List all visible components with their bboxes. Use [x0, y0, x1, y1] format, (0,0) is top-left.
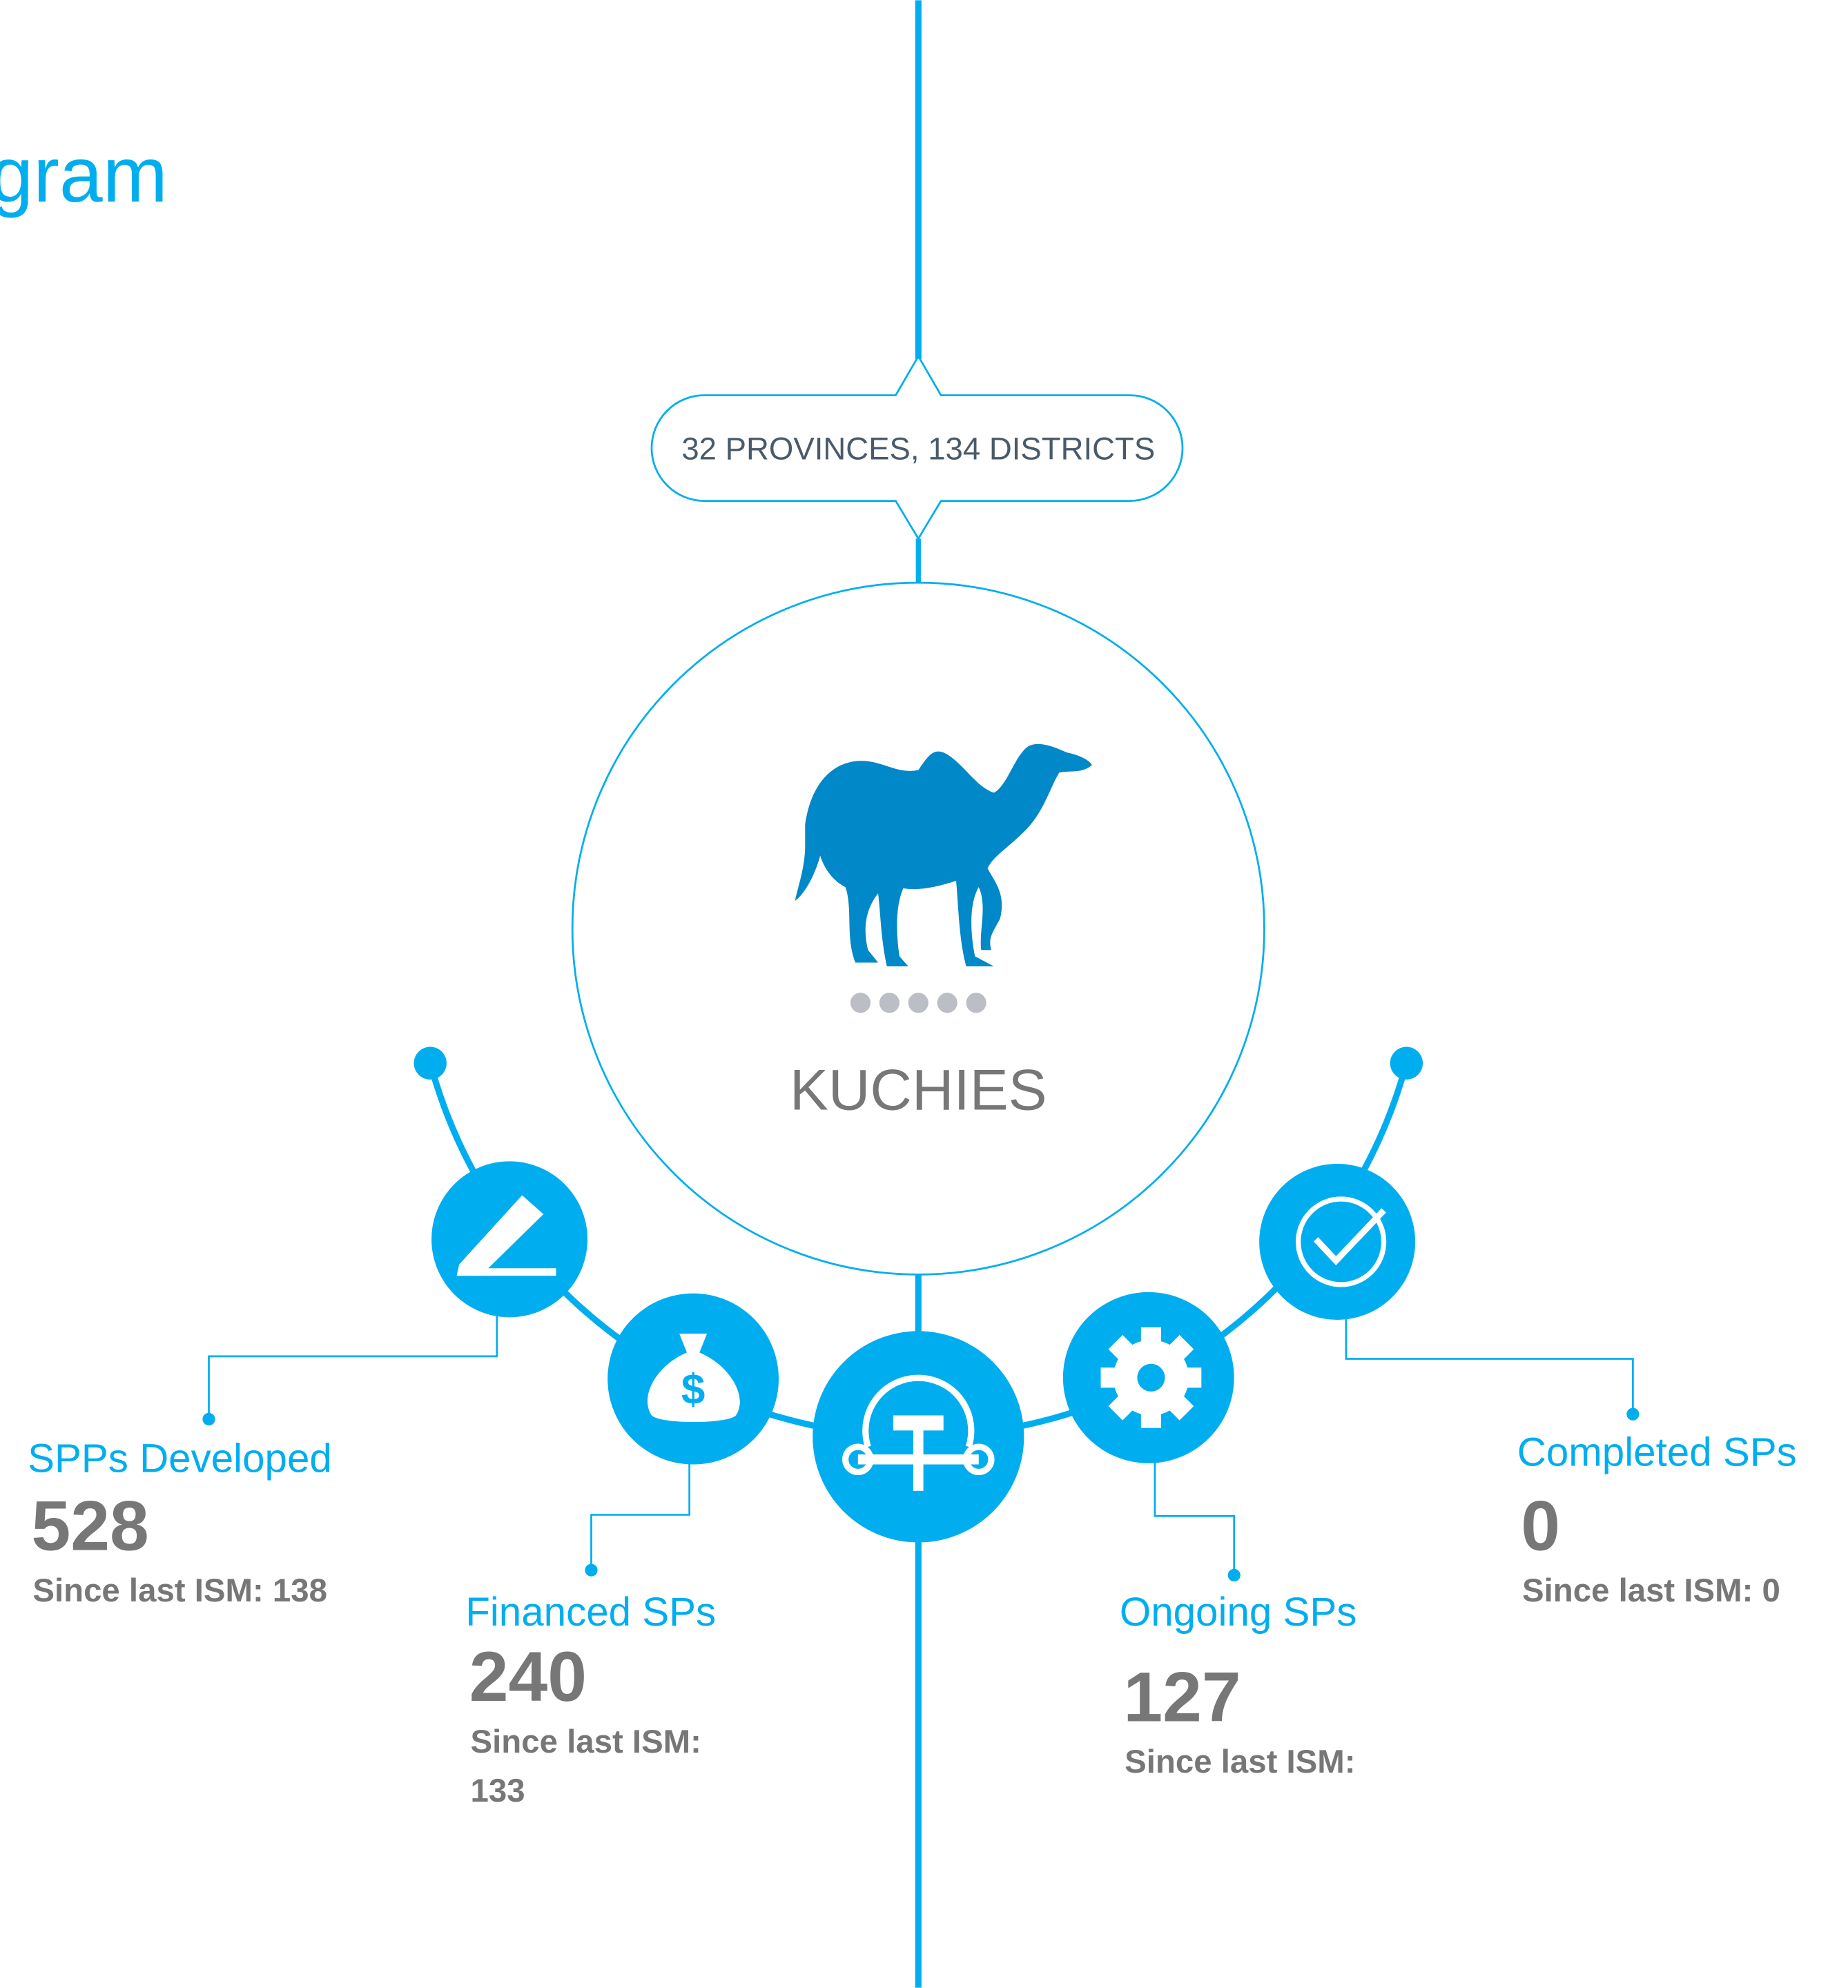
arc-end [414, 1047, 447, 1080]
stat-since: Since last ISM: [471, 1724, 701, 1760]
stat-value: 0 [1521, 1486, 1560, 1565]
camel-icon [795, 744, 1092, 966]
stat-value: 528 [32, 1486, 149, 1565]
stat-value: 127 [1123, 1657, 1241, 1736]
stat-label: Ongoing SPs [1120, 1590, 1357, 1635]
stat-label: Financed SPs [465, 1590, 716, 1635]
title-fragment: gram [0, 131, 168, 218]
stat-since: Since last ISM: 0 [1522, 1572, 1780, 1609]
check-icon [1259, 1164, 1415, 1320]
stat-value: 240 [469, 1637, 587, 1716]
stat-since: Since last ISM: 138 [32, 1572, 327, 1609]
stat-since: Since last ISM: [1125, 1744, 1355, 1780]
pager-dots [850, 993, 986, 1013]
stat-label: Completed SPs [1517, 1430, 1797, 1474]
svg-text:$: $ [681, 1366, 705, 1414]
money-icon: $ [607, 1294, 779, 1465]
tools-icon [813, 1331, 1024, 1542]
infographic: gram 32 PROVINCES, 134 DISTRICTS KUCHIES… [0, 0, 1848, 1988]
center-circle [572, 583, 1264, 1274]
badge-text: 32 PROVINCES, 134 DISTRICTS [681, 431, 1155, 467]
pencil-icon [431, 1161, 587, 1317]
stat-since: 133 [471, 1773, 525, 1809]
stat-label: SPPs Developed [28, 1436, 332, 1481]
page: gram 32 PROVINCES, 134 DISTRICTS KUCHIES… [0, 0, 1848, 1988]
arc-end [1390, 1047, 1423, 1080]
center-title: KUCHIES [790, 1058, 1047, 1122]
gear-icon [1063, 1292, 1234, 1463]
